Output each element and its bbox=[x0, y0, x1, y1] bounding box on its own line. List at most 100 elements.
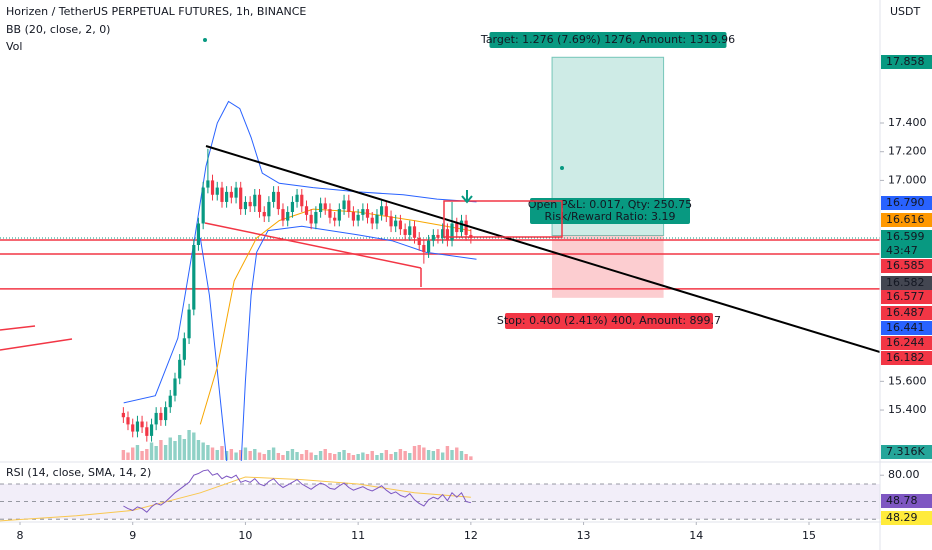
x-tick-label: 13 bbox=[577, 529, 591, 542]
volume-bar bbox=[220, 446, 224, 460]
volume-bar bbox=[135, 445, 140, 460]
volume-bar bbox=[238, 450, 243, 460]
candle-body bbox=[342, 200, 346, 210]
rsi-pane bbox=[0, 469, 880, 522]
volume-bar bbox=[398, 449, 403, 460]
volume-bar bbox=[417, 445, 421, 460]
candle-body bbox=[384, 206, 388, 217]
volume-bar bbox=[436, 449, 440, 460]
drawing bbox=[0, 325, 36, 331]
volume-bar bbox=[140, 451, 144, 460]
candle-body bbox=[206, 180, 210, 188]
candle-body bbox=[149, 424, 154, 436]
indicator-label: BB (20, close, 2, 0) bbox=[6, 23, 110, 36]
candle-body bbox=[314, 211, 318, 224]
volume-bar bbox=[379, 453, 384, 460]
position-label: Risk/Reward Ratio: 3.19 bbox=[545, 210, 676, 223]
bb-upper bbox=[123, 100, 477, 404]
candle-body bbox=[389, 216, 393, 227]
candle-body bbox=[417, 237, 421, 245]
volume-bar bbox=[257, 452, 262, 460]
candle-body bbox=[361, 209, 365, 215]
position-label-box bbox=[505, 313, 713, 329]
volume-bar bbox=[422, 447, 426, 460]
currency-label: USDT bbox=[890, 5, 921, 18]
volume-bar bbox=[318, 451, 323, 460]
marker bbox=[203, 38, 207, 42]
chart-title: Horizen / TetherUS PERPETUAL FUTURES, 1h… bbox=[6, 5, 306, 18]
candle-body bbox=[309, 214, 313, 224]
candle-body bbox=[300, 194, 304, 207]
volume-bar bbox=[469, 456, 473, 460]
candle-body bbox=[464, 220, 468, 235]
indicator-label: RSI (14, close, SMA, 14, 2) bbox=[6, 466, 151, 479]
y-tick-label: 15.600 bbox=[888, 374, 927, 387]
axis-label: 48.29 bbox=[886, 511, 918, 524]
candle-body bbox=[135, 421, 140, 432]
volume-bar bbox=[187, 430, 191, 460]
x-tick-label: 9 bbox=[129, 529, 136, 542]
axis-label-box bbox=[881, 445, 932, 459]
candle-body bbox=[351, 211, 356, 221]
volume-bar bbox=[271, 447, 276, 460]
candle-body bbox=[403, 229, 407, 235]
axis-label: 16.182 bbox=[886, 351, 925, 364]
candle-body bbox=[408, 226, 412, 235]
candle-body bbox=[229, 191, 233, 198]
x-tick-label: 8 bbox=[17, 529, 24, 542]
axis-label-box bbox=[881, 351, 932, 365]
indicator-label: Vol bbox=[6, 40, 22, 53]
axis-label-box bbox=[881, 336, 932, 350]
volume-bar bbox=[361, 452, 365, 460]
volume-bar bbox=[121, 450, 126, 460]
position-label-box bbox=[530, 198, 690, 224]
candle-body bbox=[379, 206, 384, 215]
arrow bbox=[461, 190, 473, 204]
axis-label: 16.616 bbox=[886, 213, 925, 226]
overlay: Target: 1.276 (7.69%) 1276, Amount: 1319… bbox=[480, 32, 735, 329]
axis-label-box bbox=[881, 306, 932, 320]
volume-bar bbox=[145, 449, 149, 460]
candle-body bbox=[182, 338, 186, 360]
volume-bar bbox=[328, 453, 332, 460]
candle-body bbox=[187, 309, 191, 339]
candle-body bbox=[365, 209, 370, 218]
axis-label: 16.577 bbox=[886, 290, 925, 303]
candle-body bbox=[375, 214, 379, 224]
volume-bar bbox=[178, 435, 182, 460]
volume-bar bbox=[168, 437, 172, 460]
candle-body bbox=[145, 427, 149, 436]
volume-bar bbox=[403, 451, 407, 460]
trendline bbox=[205, 145, 880, 354]
volume-bar bbox=[455, 447, 459, 460]
candle-body bbox=[422, 244, 426, 253]
volume-bar bbox=[290, 449, 295, 460]
volume-bar bbox=[154, 446, 158, 460]
volume-bar bbox=[332, 454, 337, 460]
candle-body bbox=[412, 226, 417, 238]
volume-bar bbox=[347, 453, 351, 460]
axis-label: 16.585 bbox=[886, 259, 925, 272]
y-tick-label: 17.200 bbox=[888, 145, 927, 158]
volume-bar bbox=[253, 449, 257, 460]
volume-bar bbox=[229, 449, 234, 460]
position-label-box bbox=[489, 32, 727, 48]
volume-bar bbox=[206, 445, 210, 460]
axis-label: 16.599 bbox=[886, 230, 925, 243]
volume-bar bbox=[464, 454, 468, 460]
candle-body bbox=[225, 191, 229, 202]
candle-body bbox=[272, 191, 276, 202]
candle-body bbox=[210, 180, 215, 195]
volume-bar bbox=[337, 452, 342, 460]
rsi-sma bbox=[0, 476, 471, 522]
candle-body bbox=[267, 201, 271, 217]
volume-bar bbox=[210, 447, 215, 460]
y-tick-label: 17.400 bbox=[888, 116, 927, 129]
candle-body bbox=[455, 223, 459, 233]
volume-bar bbox=[131, 447, 135, 460]
volume-bar bbox=[262, 454, 266, 460]
axis-label-box bbox=[881, 290, 932, 304]
candle-body bbox=[276, 191, 280, 210]
